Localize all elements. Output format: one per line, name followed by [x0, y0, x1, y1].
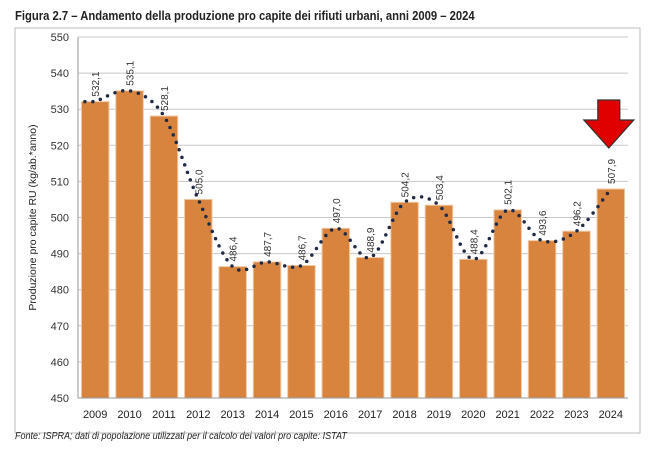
x-tick-label: 2017 — [358, 409, 382, 421]
bar-2024 — [596, 188, 626, 399]
y-tick-label: 460 — [51, 357, 69, 369]
data-label: 496,2 — [572, 201, 583, 226]
x-tick-label: 2024 — [599, 409, 623, 421]
x-tick-label: 2021 — [495, 409, 519, 421]
data-label: 497,0 — [332, 198, 343, 223]
x-tick-label: 2014 — [255, 409, 279, 421]
bar-2014 — [252, 261, 282, 399]
bar-2009 — [80, 101, 110, 399]
data-label: 504,2 — [401, 172, 412, 197]
bar-2010 — [115, 90, 144, 399]
bar-2013 — [218, 266, 247, 399]
y-axis-label: Produzione pro capite RU (kg/ab.*anno) — [27, 124, 39, 310]
red-arrow-annotation — [582, 99, 636, 149]
x-tick-label: 2009 — [83, 409, 107, 421]
bar-2017 — [355, 257, 385, 399]
y-tick-label: 500 — [51, 213, 69, 225]
bar-2019 — [424, 204, 454, 399]
y-tick-label: 490 — [51, 249, 69, 261]
bar-2020 — [459, 258, 488, 399]
x-tick-label: 2023 — [564, 409, 588, 421]
bar-2015 — [287, 265, 316, 399]
data-label: 502,1 — [504, 179, 515, 204]
x-tick-label: 2020 — [461, 409, 485, 421]
bar-2021 — [493, 209, 522, 399]
data-label: 493,6 — [538, 210, 549, 235]
bar-2016 — [321, 227, 351, 399]
y-tick-label: 550 — [51, 32, 69, 44]
x-tick-label: 2018 — [392, 409, 416, 421]
chart-title: Figura 2.7 – Andamento della produzione … — [15, 9, 475, 23]
x-tick-label: 2022 — [530, 409, 554, 421]
data-label: 535,1 — [126, 60, 137, 85]
data-label: 503,4 — [435, 175, 446, 200]
data-label: 488,9 — [366, 227, 377, 252]
bar-2012 — [184, 198, 213, 399]
x-tick-label: 2019 — [427, 409, 451, 421]
bar-2022 — [527, 240, 557, 399]
data-label: 528,1 — [160, 86, 171, 111]
plot-frame — [14, 27, 641, 434]
data-label: 532,1 — [91, 71, 102, 96]
x-tick-label: 2010 — [117, 409, 141, 421]
x-tick-label: 2015 — [289, 409, 313, 421]
data-label: 486,4 — [229, 236, 240, 261]
data-label: 505,0 — [194, 169, 205, 194]
data-label: 487,7 — [263, 231, 274, 256]
y-tick-label: 540 — [51, 68, 69, 80]
y-tick-label: 450 — [51, 393, 69, 405]
y-tick-label: 530 — [51, 104, 69, 116]
y-tick-label: 480 — [51, 285, 69, 297]
source-note: Fonte: ISPRA; dati di popolazione utiliz… — [15, 431, 347, 442]
y-tick-label: 470 — [51, 321, 69, 333]
x-tick-label: 2012 — [186, 409, 210, 421]
bar-2018 — [390, 201, 419, 399]
y-tick-label: 510 — [51, 176, 69, 188]
trend-line — [83, 88, 613, 273]
x-tick-label: 2011 — [152, 409, 176, 421]
data-label: 486,7 — [297, 235, 308, 260]
x-tick-label: 2013 — [220, 409, 244, 421]
bar-2011 — [149, 115, 179, 399]
y-tick-label: 520 — [51, 140, 69, 152]
x-tick-label: 2016 — [324, 409, 348, 421]
data-label: 507,9 — [607, 159, 618, 184]
data-label: 488,4 — [469, 229, 480, 254]
bar-2023 — [562, 230, 591, 399]
